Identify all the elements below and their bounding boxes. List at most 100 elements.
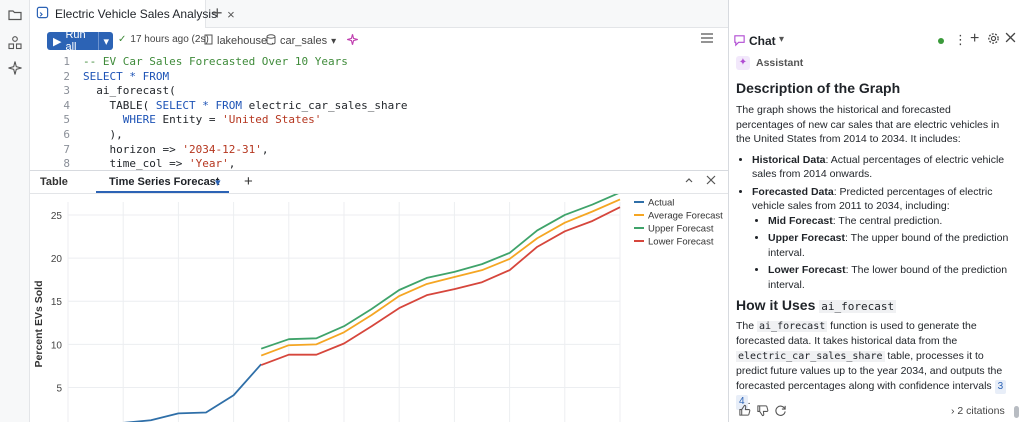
message-actions: › 2 citations [736, 404, 1016, 420]
legend-label: Upper Forecast [648, 224, 714, 235]
tab-table[interactable]: Table [40, 176, 68, 188]
code-token: '2034-12-31' [182, 142, 262, 156]
chart-svg: 5 10 15 20 25 Percent EVs Sold Actual Average F… [33, 194, 723, 422]
list-text: : Predicted percentages of electric vehi… [752, 185, 993, 213]
line-number: 2 [63, 69, 70, 83]
citations-link[interactable]: › 2 citations [951, 405, 1005, 417]
shapes-icon[interactable] [7, 35, 23, 51]
thumbs-down-icon[interactable] [756, 404, 769, 420]
play-icon: ▶ [53, 35, 62, 48]
code-token: electric_car_sales_share [241, 98, 408, 112]
menu-icon[interactable] [700, 32, 714, 47]
chevron-down-icon[interactable]: ▾ [215, 177, 221, 189]
chevron-down-icon: ▾ [331, 35, 337, 47]
chat-message: ✦ Assistant Description of the Graph The… [736, 56, 1009, 416]
line-number: 6 [63, 128, 70, 141]
list-text: : The lower bound of the prediction inte… [768, 264, 1008, 291]
close-chat-icon[interactable] [1005, 32, 1016, 46]
new-chat-icon[interactable]: + [970, 30, 980, 47]
message-heading-2: How it Uses ai_forecast [736, 298, 1009, 315]
add-tab-button[interactable]: + [212, 3, 223, 23]
tab-notebook[interactable]: Electric Vehicle Sales Analysis × [30, 0, 235, 28]
last-run-status: ✓ 17 hours ago (2s) [118, 34, 209, 45]
code-token: Entity = [155, 113, 223, 127]
catalog-icon [204, 34, 213, 48]
line-number: 5 [63, 113, 70, 127]
tab-bar: Electric Vehicle Sales Analysis × + [30, 0, 728, 28]
chevron-down-icon[interactable]: ▾ [98, 32, 113, 50]
citation-badge[interactable]: 3 [994, 379, 1007, 394]
y-tick-label: 5 [56, 383, 62, 394]
list-label: Forecasted Data [752, 185, 834, 198]
heading-2-code: ai_forecast [819, 300, 897, 313]
assistant-sparkle-icon[interactable] [346, 33, 359, 46]
catalog-name: lakehouse [217, 35, 268, 47]
collapse-icon[interactable] [684, 175, 694, 188]
thumbs-up-icon[interactable] [738, 404, 751, 420]
schema-name: car_sales [280, 35, 328, 47]
assistant-name: Assistant [756, 57, 804, 69]
regenerate-icon[interactable] [774, 404, 787, 420]
legend-label: Actual [648, 198, 674, 209]
p2-period: . [747, 395, 751, 407]
legend-label: Lower Forecast [648, 237, 714, 248]
add-result-tab-button[interactable]: + [244, 173, 253, 190]
results-tab-bar: Table Time Series Forecast ▾ + [30, 170, 728, 194]
list-label: Mid Forecast [768, 214, 833, 227]
tab-time-series-forecast[interactable]: Time Series Forecast [109, 176, 220, 188]
y-axis-label: Percent EVs Sold [33, 281, 45, 368]
code-line: time_col => 'Year', [83, 157, 235, 170]
code-token: SELECT * FROM [155, 98, 242, 112]
heading-2-text: How it Uses [736, 297, 816, 313]
schema-selector[interactable]: car_sales ▾ [266, 34, 336, 48]
code-line: -- EV Car Sales Forecasted Over 10 Years [83, 55, 348, 68]
y-tick-label: 25 [51, 211, 63, 222]
y-tick-label: 10 [51, 340, 63, 351]
left-rail [0, 0, 30, 422]
series-line [122, 363, 262, 422]
run-all-button[interactable]: ▶ Run all ▾ [47, 29, 113, 53]
data-list: Historical Data: Actual percentages of e… [752, 153, 1009, 293]
code-token: WHERE [83, 113, 156, 127]
citation-badge[interactable]: 4 [736, 395, 748, 410]
chevron-down-icon[interactable]: ▾ [779, 34, 785, 45]
status-dot-icon [938, 38, 944, 44]
chat-scrollbar[interactable] [1014, 56, 1019, 422]
notebook-toolbar: ▶ Run all ▾ ✓ 17 hours ago (2s) lakehous… [30, 28, 728, 54]
p2-code-2: electric_car_sales_share [736, 350, 885, 362]
code-token: 'United States' [222, 113, 322, 127]
line-number: 1 [63, 55, 70, 68]
close-results-icon[interactable] [706, 175, 716, 188]
folder-icon[interactable] [7, 7, 23, 23]
list-text: : Actual percentages of electric vehicle… [752, 153, 1005, 181]
gear-icon[interactable] [987, 32, 1000, 48]
code-token: TABLE( [83, 98, 156, 112]
y-tick-label: 15 [51, 297, 63, 308]
code-line: SELECT * FROM [83, 70, 169, 83]
message-intro: The graph shows the historical and forec… [736, 104, 1000, 145]
code-line: ), [83, 128, 122, 141]
p2-text-b: function is used to generate the forecas… [736, 319, 977, 348]
more-options-icon[interactable]: ⋮ [954, 32, 967, 47]
sparkle-icon[interactable] [7, 60, 23, 76]
series-line [260, 198, 621, 357]
list-item-forecasted: Forecasted Data: Predicted percentages o… [752, 185, 1009, 293]
list-item-lower: Lower Forecast: The lower bound of the p… [768, 263, 1009, 292]
code-line: TABLE( SELECT * FROM electric_car_sales_… [83, 98, 408, 112]
code-token: , [228, 157, 236, 171]
code-editor[interactable]: 1 2 3 4 5 6 7 8 -- EV Car Sales Forecasted Over … [30, 54, 728, 170]
close-icon[interactable]: × [227, 6, 235, 22]
forecast-chart: 5 10 15 20 25 Percent EVs Sold Actual Average F… [30, 194, 728, 422]
line-number: 4 [63, 98, 70, 112]
run-all-label: Run all [65, 29, 86, 53]
list-label: Lower Forecast [768, 264, 846, 276]
p2-text-a: The [736, 319, 755, 332]
scrollbar-thumb[interactable] [1014, 406, 1019, 418]
line-number: 7 [63, 142, 70, 156]
p2-code-1: ai_forecast [757, 320, 828, 332]
catalog-selector[interactable]: lakehouse . [204, 34, 274, 48]
code-line: horizon => '2034-12-31', [83, 143, 268, 156]
code-token: ai_forecast( [83, 84, 176, 98]
list-text: : The upper bound of the prediction inte… [768, 232, 1009, 259]
code-token: SELECT * FROM [83, 69, 170, 83]
